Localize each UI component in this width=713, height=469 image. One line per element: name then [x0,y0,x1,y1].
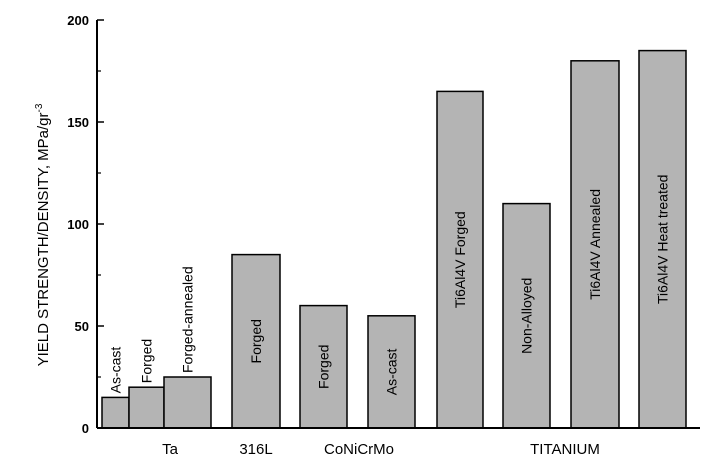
bar-label-7: Ti6Al4V Forged [452,211,468,308]
y-axis-title: YIELD STRENGTH/DENSITY, MPa/gr-3 [34,103,52,366]
y-tick-label-0: 0 [82,421,89,436]
bar-labels-layer: As-cast Forged Forged-annealed Forged Forged… [108,175,671,396]
x-group-label-3: CoNiCrMo [324,441,394,458]
x-group-label-1: Ta [162,441,179,458]
y-tick-label-100: 100 [67,217,89,232]
bar-label-5: Forged [316,345,332,389]
bar-4 [231,253,281,429]
bar-label-10: Ti6Al4V Heat treated [655,175,671,304]
bar-1 [101,396,130,429]
bar-label-6: As-cast [384,348,400,395]
y-axis-label-superscript: -3 [34,103,45,112]
bar-label-4: Forged [248,319,264,363]
x-group-label-4: TITANIUM [530,441,600,458]
bar-label-1: As-cast [108,347,124,394]
bars-layer [101,49,687,429]
y-tick-label-150: 150 [67,115,89,130]
bar-8 [502,202,551,429]
bar-3 [163,376,212,429]
bar-6 [367,315,416,429]
bar-label-2: Forged [139,339,155,383]
y-tick-label-50: 50 [75,319,89,334]
y-axis-label: YIELD STRENGTH/DENSITY, MPa/gr-3 [34,103,52,366]
y-ticks-layer: 0 50 100 150 200 [67,13,104,436]
bar-label-3: Forged-annealed [180,266,196,373]
bar-2 [128,386,165,429]
group-labels-layer: Ta 316L CoNiCrMo TITANIUM [162,441,600,458]
bar-label-8: Non-Alloyed [519,278,535,354]
y-tick-label-200: 200 [67,13,89,28]
bar-label-9: Ti6Al4V Annealed [587,189,603,300]
bar-10 [638,49,687,429]
x-group-label-2: 316L [239,441,272,458]
